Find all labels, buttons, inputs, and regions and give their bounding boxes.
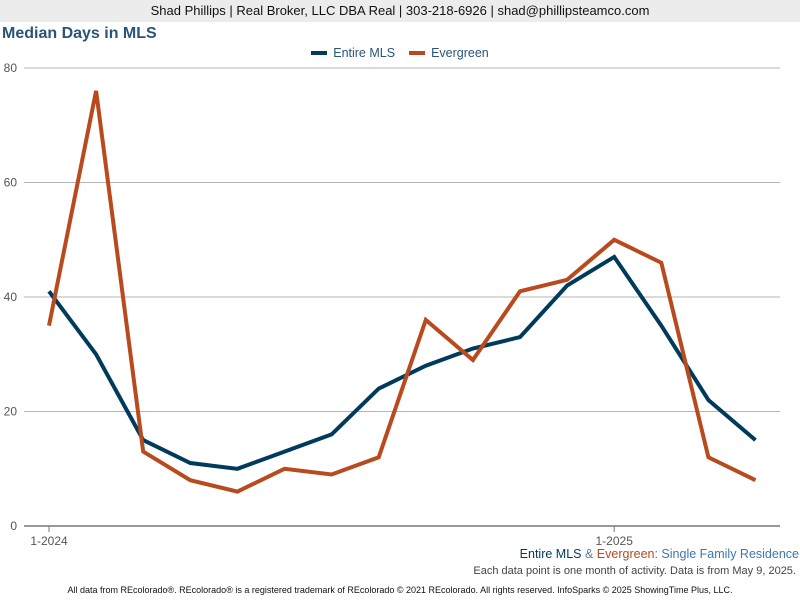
subtitle-property-type: : Single Family Residence — [654, 547, 799, 561]
legend-item-evergreen: Evergreen — [409, 46, 489, 60]
y-tick-label: 60 — [4, 176, 18, 190]
series-line-entire-mls — [47, 254, 757, 471]
series-line-evergreen — [47, 90, 757, 494]
legend-item-entire-mls: Entire MLS — [311, 46, 395, 60]
legend-swatch-evergreen — [409, 51, 426, 55]
x-tick-label: 1-2024 — [30, 534, 68, 548]
x-tick-label: 1-2025 — [596, 534, 634, 548]
y-tick-label: 0 — [10, 519, 17, 533]
y-tick-label: 80 — [4, 61, 18, 75]
legend-swatch-entire-mls — [311, 51, 328, 55]
subtitle-entire-mls: Entire MLS — [519, 547, 582, 561]
footer-disclaimer: All data from REcolorado®. REcolorado® i… — [67, 585, 733, 595]
chart-legend: Entire MLS Evergreen — [0, 45, 800, 61]
subtitle-evergreen: Evergreen — [596, 547, 655, 561]
legend-label-evergreen: Evergreen — [431, 46, 489, 60]
y-tick-label: 40 — [4, 290, 18, 304]
data-note: Each data point is one month of activity… — [473, 565, 796, 577]
contact-banner: Shad Phillips | Real Broker, LLC DBA Rea… — [0, 0, 800, 22]
chart-subtitle: Entire MLS & Evergreen: Single Family Re… — [520, 547, 799, 561]
y-tick-label: 20 — [4, 405, 18, 419]
subtitle-separator: & — [581, 547, 597, 561]
legend-label-entire-mls: Entire MLS — [333, 46, 396, 60]
chart-title: Median Days in MLS — [2, 25, 157, 42]
